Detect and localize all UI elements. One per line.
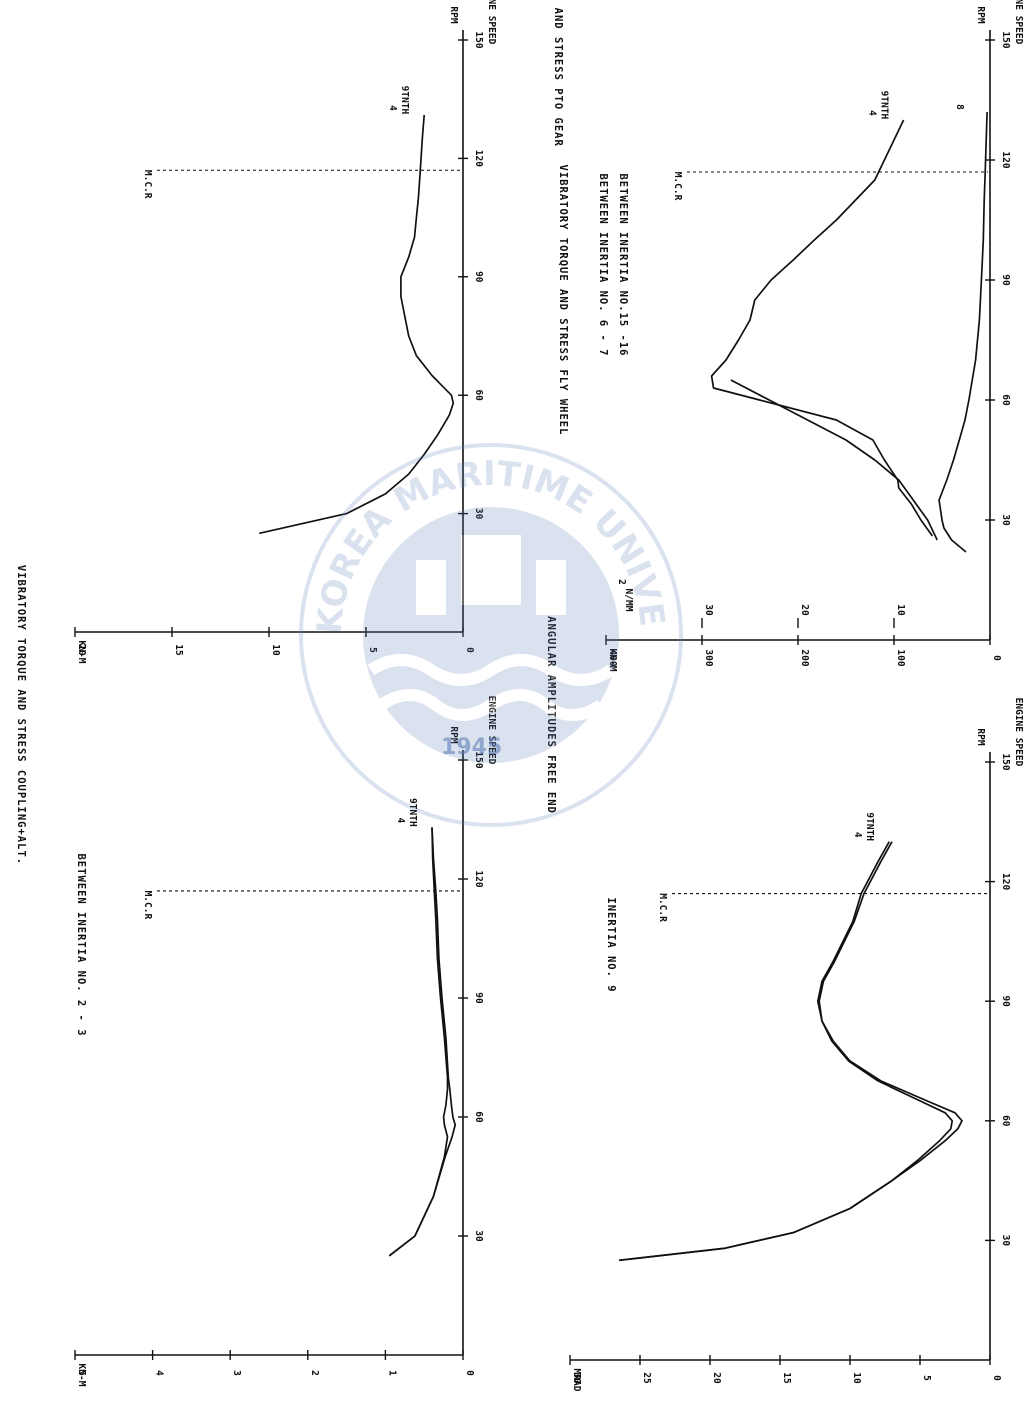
x-tick-label: 90: [473, 271, 484, 283]
chart-title: ANGULAR AMPLITUDES FREE END: [545, 616, 557, 814]
chart-subtitle: BETWEEN INERTIA NO.15 -16: [617, 173, 629, 356]
y-tick-label: 20: [76, 644, 87, 656]
series-line-1: [259, 114, 455, 535]
y-tick-label: 0: [464, 647, 475, 653]
x-tick-label: 30: [473, 1230, 484, 1242]
mcr-marker-label: M.C.R: [657, 893, 668, 922]
order-label-secondary: 8: [954, 104, 965, 110]
x-tick-label: 150: [473, 751, 484, 768]
y-tick-label: 15: [173, 644, 184, 656]
y-tick-label: 0: [464, 1370, 475, 1376]
y-tick-label: 5: [921, 1375, 932, 1381]
order-label-numerator: 4: [852, 832, 863, 838]
order-label-numerator: 4: [395, 818, 406, 824]
chart-subtitle: BETWEEN INERTIA NO. 6 - 7: [597, 173, 609, 356]
series-line-1: [618, 841, 963, 1262]
x-tick-label: 120: [473, 870, 484, 887]
y2-tick-label: 10: [895, 604, 906, 616]
x-axis-unit: RPM: [975, 6, 986, 23]
y-tick-label: 25: [641, 1372, 652, 1384]
order-label-denominator: 9TNTH: [879, 91, 890, 120]
series-line-2: [618, 841, 954, 1262]
x-tick-label: 60: [1000, 394, 1011, 406]
y-tick-label: 2: [309, 1370, 320, 1376]
y2-tick-label: 20: [799, 604, 810, 616]
chart-title: VIBRATORY TORQUE AND STRESS FLY WHEEL: [557, 165, 569, 436]
y2-tick-label: 30: [703, 604, 714, 616]
x-tick-label: 60: [1000, 1115, 1011, 1127]
chart-panel-3: [569, 752, 995, 1365]
chart-panel-1: [74, 750, 468, 1360]
series-line-1: [388, 827, 449, 1257]
y-axis-label: KN-M: [76, 641, 87, 664]
x-axis-label: ENGINE SPEED: [486, 0, 497, 45]
chart-title: VIBRATORY TORQUE AND STRESS COUPLING+ALT…: [15, 565, 27, 865]
x-axis-label: ENGINE SPEED: [486, 696, 497, 765]
y-tick-label: 5: [76, 1370, 87, 1376]
x-axis-unit: RPM: [448, 726, 459, 743]
x-tick-label: 150: [1000, 31, 1011, 48]
x-tick-label: 30: [473, 508, 484, 520]
chart-subtitle: INERTIA NO. 9: [605, 897, 617, 992]
y2-axis-label-exponent: 2: [616, 579, 627, 585]
x-tick-label: 60: [473, 389, 484, 401]
y-tick-label: 3: [231, 1370, 242, 1376]
y-tick-label: 200: [799, 649, 810, 666]
y-tick-label: 400: [607, 649, 618, 666]
x-tick-label: 90: [1000, 995, 1011, 1007]
x-tick-label: 150: [1000, 753, 1011, 770]
y-tick-label: 5: [367, 647, 378, 653]
series-line-3: [938, 111, 988, 553]
order-label-numerator: 4: [387, 105, 398, 111]
x-tick-label: 90: [1000, 274, 1011, 286]
mcr-marker-label: M.C.R: [142, 891, 153, 920]
y2-axis-label: N/MM: [623, 589, 634, 612]
chart-panel-2: [74, 30, 468, 637]
y-axis-label: MRAD: [571, 1369, 582, 1392]
y-tick-label: 0: [991, 655, 1002, 661]
chart-panel-4: [605, 30, 995, 645]
x-tick-label: 150: [473, 31, 484, 48]
x-axis-label: ENGINE SPEED: [1013, 698, 1024, 767]
series-line-2: [730, 379, 938, 541]
mcr-marker-label: M.C.R: [142, 170, 153, 199]
x-tick-label: 30: [1000, 514, 1011, 526]
order-label-numerator: 4: [867, 110, 878, 116]
x-tick-label: 90: [473, 992, 484, 1004]
series-line-2: [388, 827, 457, 1257]
y-tick-label: 10: [270, 644, 281, 656]
y-tick-label: 15: [781, 1372, 792, 1384]
chart-subtitle: BETWEEN INERTIA NO. 2 - 3: [75, 853, 87, 1036]
y-axis-label: KN-M: [76, 1364, 87, 1387]
y-tick-label: 0: [991, 1375, 1002, 1381]
order-label-denominator: 9TNTH: [864, 812, 875, 841]
x-tick-label: 120: [1000, 873, 1011, 890]
watermark-year: 1945: [441, 735, 503, 760]
x-tick-label: 30: [1000, 1235, 1011, 1247]
y-tick-label: 100: [895, 649, 906, 666]
x-axis-label: ENGINE SPEED: [1013, 0, 1024, 45]
order-label-denominator: 9TNTH: [399, 86, 410, 115]
y-tick-label: 1: [386, 1370, 397, 1376]
y-tick-label: 10: [851, 1372, 862, 1384]
x-tick-label: 120: [1000, 151, 1011, 168]
y-tick-label: 30: [571, 1372, 582, 1384]
chart-title: VIBRATORY TORQUE AND STRESS PTO GEAR: [552, 0, 564, 147]
order-label-denominator: 9TNTH: [407, 798, 418, 827]
y-axis-label: KN-M: [607, 649, 618, 672]
x-axis-unit: RPM: [448, 6, 459, 23]
x-tick-label: 60: [473, 1111, 484, 1123]
x-axis-unit: RPM: [975, 728, 986, 745]
y-tick-label: 4: [154, 1370, 165, 1376]
series-line-1: [710, 119, 934, 537]
mcr-marker-label: M.C.R: [672, 172, 683, 201]
y-tick-label: 300: [703, 649, 714, 666]
x-tick-label: 120: [473, 150, 484, 167]
y-tick-label: 20: [711, 1372, 722, 1384]
